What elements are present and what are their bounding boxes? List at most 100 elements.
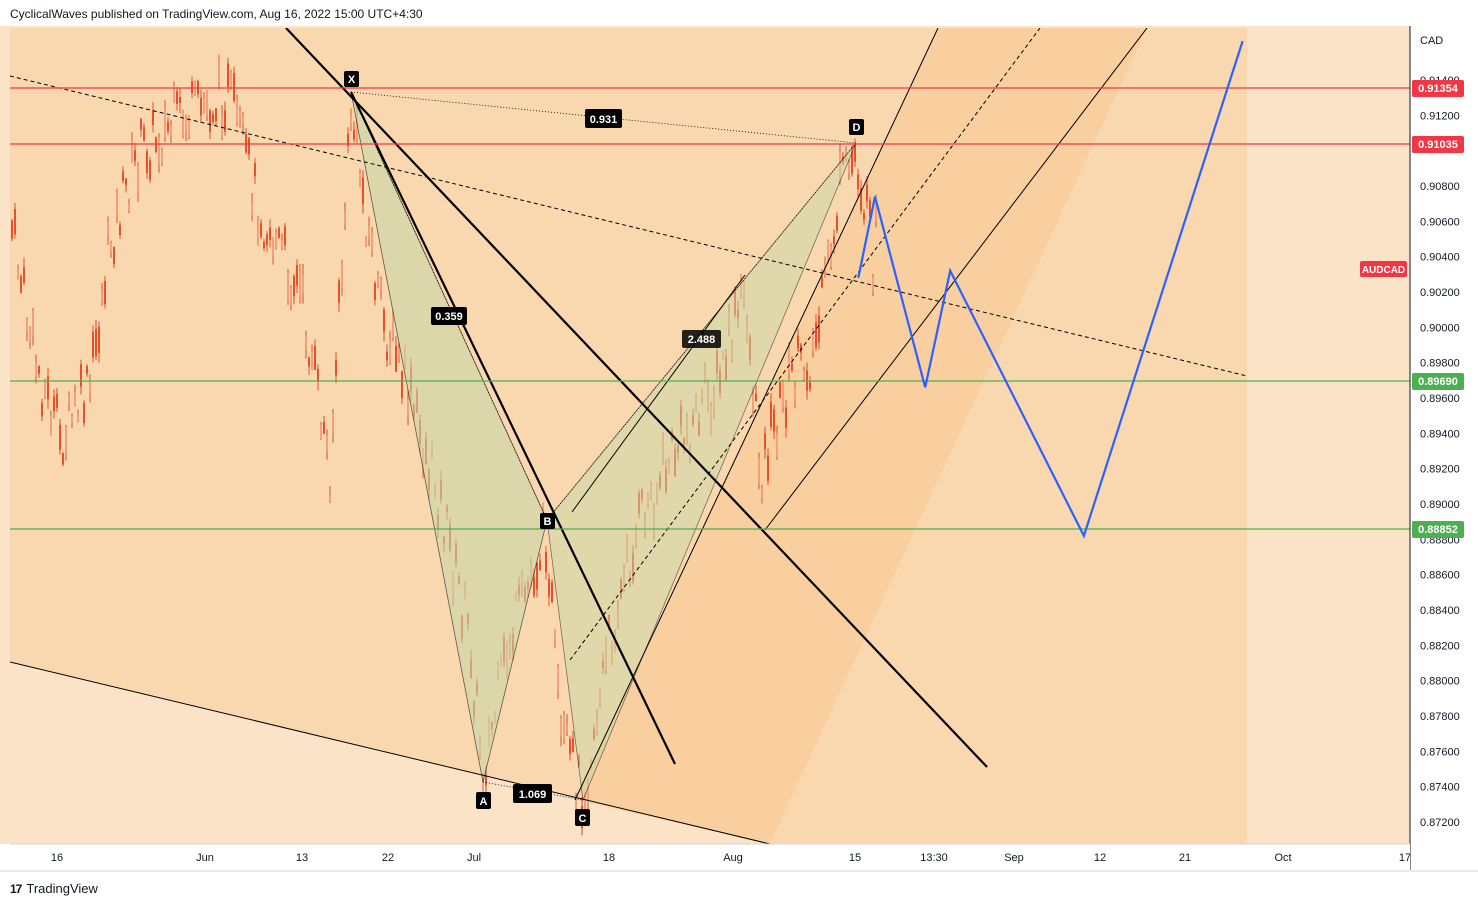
currency-label: CAD: [1420, 35, 1443, 47]
candle-body: [587, 777, 589, 803]
price-tick-label: 0.87800: [1420, 711, 1460, 723]
candle-body: [380, 279, 382, 290]
candle-body: [95, 328, 97, 357]
candle-body: [791, 363, 793, 371]
candle-body: [752, 395, 754, 412]
candle-body: [47, 376, 49, 400]
candle-body: [191, 81, 193, 93]
candle-body: [44, 381, 46, 397]
candle-body: [329, 494, 331, 503]
price-tick-label: 0.90800: [1420, 181, 1460, 193]
candle-body: [872, 276, 874, 292]
candle-body: [287, 272, 289, 300]
candle-body: [101, 292, 103, 301]
candle-body: [62, 452, 64, 465]
candle-body: [401, 371, 403, 398]
candle-body: [158, 137, 160, 165]
candle-body: [119, 224, 121, 235]
candle-body: [323, 421, 325, 434]
candle-body: [407, 399, 409, 417]
candle-body: [20, 276, 22, 293]
candle-body: [53, 396, 55, 412]
candle-body: [110, 242, 112, 253]
candle-body: [167, 122, 169, 132]
candle-body: [845, 150, 847, 158]
tradingview-logo-icon: 17: [10, 881, 22, 896]
point-label-a: A: [476, 792, 491, 809]
candle-body: [65, 427, 67, 453]
candle-body: [335, 360, 337, 376]
candle-body: [848, 161, 850, 173]
time-axis[interactable]: [0, 844, 1410, 870]
svg-text:0.91354: 0.91354: [1418, 83, 1459, 95]
svg-text:1.069: 1.069: [519, 789, 547, 801]
candle-body: [26, 319, 28, 332]
candle-body: [764, 433, 766, 450]
candle-body: [341, 261, 343, 289]
candle-body: [863, 213, 865, 220]
time-tick-label: Jun: [196, 852, 214, 864]
candle-body: [353, 129, 355, 140]
candle-body: [305, 337, 307, 350]
candle-body: [557, 666, 559, 692]
price-tick-label: 0.88200: [1420, 640, 1460, 652]
candle-body: [770, 401, 772, 427]
time-tick-label: 18: [603, 852, 615, 864]
candle-body: [260, 223, 262, 237]
candle-body: [563, 715, 565, 741]
time-tick-label: Aug: [723, 852, 743, 864]
candle-body: [347, 133, 349, 147]
candle-body: [77, 413, 79, 422]
candle-body: [548, 578, 550, 597]
lower-boundary-line: [10, 661, 771, 844]
candle-body: [173, 86, 175, 103]
point-label-d: D: [849, 119, 864, 135]
time-tick-label: 13: [296, 852, 308, 864]
candle-body: [164, 108, 166, 136]
price-tick-label: 0.89200: [1420, 464, 1460, 476]
candle-body: [245, 134, 247, 153]
candle-body: [269, 227, 271, 240]
candle-body: [125, 178, 127, 186]
candle-body: [827, 241, 829, 264]
footer-brand[interactable]: 17 TradingView: [10, 881, 98, 896]
major-downtrend-line: [285, 28, 988, 768]
time-tick-label: 22: [382, 852, 394, 864]
candle-body: [281, 240, 283, 249]
candle-body: [221, 114, 223, 138]
candle-body: [533, 577, 535, 596]
time-tick-label: 21: [1179, 852, 1191, 864]
candle-body: [74, 392, 76, 406]
candle-body: [773, 409, 775, 432]
candle-body: [359, 173, 361, 186]
candle-body: [815, 322, 817, 348]
channel-upper-line: [574, 28, 939, 801]
candle-body: [17, 269, 19, 278]
candle-body: [308, 357, 310, 367]
candle-body: [311, 351, 313, 370]
candle-body: [38, 365, 40, 374]
candle-body: [761, 488, 763, 500]
price-tick-label: 0.87400: [1420, 782, 1460, 794]
level-tag-0.88852: 0.88852: [1412, 521, 1464, 538]
price-tick-label: 0.88600: [1420, 570, 1460, 582]
candle-body: [755, 393, 757, 402]
candle-body: [374, 283, 376, 300]
ratio-label-ac: 1.069: [513, 784, 552, 803]
candle-body: [833, 236, 835, 245]
price-axis[interactable]: [1410, 26, 1478, 848]
candle-body: [383, 309, 385, 332]
candle-body: [230, 73, 232, 90]
candle-body: [560, 718, 562, 738]
candle-body: [812, 330, 814, 352]
point-label-x: X: [344, 71, 359, 87]
candle-body: [176, 91, 178, 104]
price-tick-label: 0.87200: [1420, 817, 1460, 829]
candle-body: [866, 184, 868, 202]
candle-body: [536, 563, 538, 590]
bc-parallel-line: [571, 274, 746, 513]
svg-text:0.91035: 0.91035: [1418, 139, 1458, 151]
candle-body: [569, 738, 571, 755]
candle-body: [821, 277, 823, 288]
